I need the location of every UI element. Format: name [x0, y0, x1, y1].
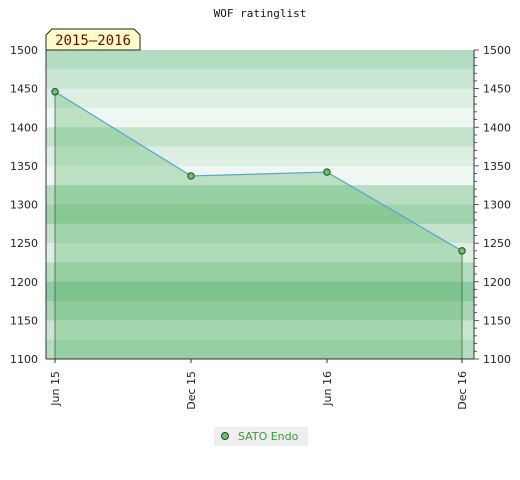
y-tick-label-left: 1150 — [10, 314, 38, 327]
series-area — [55, 91, 462, 359]
data-point — [458, 247, 466, 255]
background-band — [46, 127, 474, 148]
season-badge: 2015–2016 — [45, 28, 141, 51]
background-bands — [46, 50, 474, 360]
series-drop-lines — [54, 91, 463, 359]
y-tick-label-right: 1350 — [483, 160, 511, 173]
data-point — [323, 168, 331, 176]
background-band — [46, 204, 474, 225]
background-band — [46, 320, 474, 341]
background-band — [46, 223, 474, 244]
background-band — [46, 243, 474, 263]
background-band — [46, 88, 474, 109]
series-line — [54, 91, 463, 252]
y-tick-label-right: 1150 — [483, 314, 511, 327]
background-band — [46, 107, 474, 128]
y-tick-label-right: 1300 — [483, 199, 511, 212]
legend: SATO Endo — [214, 427, 308, 446]
background-band — [46, 339, 474, 360]
y-tick-label-right: 1100 — [483, 353, 511, 366]
x-axis: Jun 15 Dec 15 Jun 16 Dec 16 — [46, 358, 474, 410]
x-tick-label: Jun 16 — [321, 371, 334, 407]
legend-marker — [221, 432, 229, 440]
y-tick-label-left: 1400 — [10, 121, 38, 134]
data-point — [51, 88, 59, 96]
y-tick-label-right: 1200 — [483, 276, 511, 289]
y-tick-label-left: 1200 — [10, 276, 38, 289]
y-tick-label-left: 1250 — [10, 237, 38, 250]
y-tick-label-left: 1300 — [10, 199, 38, 212]
x-tick-label: Dec 16 — [456, 371, 469, 410]
legend-box — [214, 427, 308, 446]
y-tick-label-right: 1250 — [483, 237, 511, 250]
legend-label: SATO Endo — [238, 430, 299, 443]
background-band — [46, 301, 474, 321]
y-tick-label-right: 1500 — [483, 44, 511, 57]
x-tick-label: Jun 15 — [49, 371, 62, 407]
data-point — [187, 172, 195, 180]
y-tick-label-right: 1400 — [483, 121, 511, 134]
y-tick-label-left: 1100 — [10, 353, 38, 366]
y-tick-label-left: 1500 — [10, 44, 38, 57]
y-tick-label-left: 1450 — [10, 83, 38, 96]
y-tick-label-right: 1450 — [483, 83, 511, 96]
season-badge-box — [45, 28, 141, 51]
chart-title: WOF ratinglist — [214, 7, 307, 20]
right-y-axis: 1100 1150 1200 1250 1300 1350 1400 1450 1500 — [473, 44, 511, 366]
y-tick-label-left: 1350 — [10, 160, 38, 173]
background-band — [46, 50, 474, 70]
season-badge-label: 2015–2016 — [55, 33, 131, 49]
background-band — [46, 262, 474, 283]
background-band — [46, 185, 474, 205]
left-y-axis: 1100 1150 1200 1250 1300 1350 1400 1450 1500 — [10, 44, 47, 366]
series-markers — [51, 88, 466, 255]
background-band — [46, 281, 474, 302]
background-band — [46, 69, 474, 90]
x-tick-label: Dec 15 — [185, 371, 198, 410]
background-band — [46, 146, 474, 167]
background-band — [46, 165, 474, 186]
